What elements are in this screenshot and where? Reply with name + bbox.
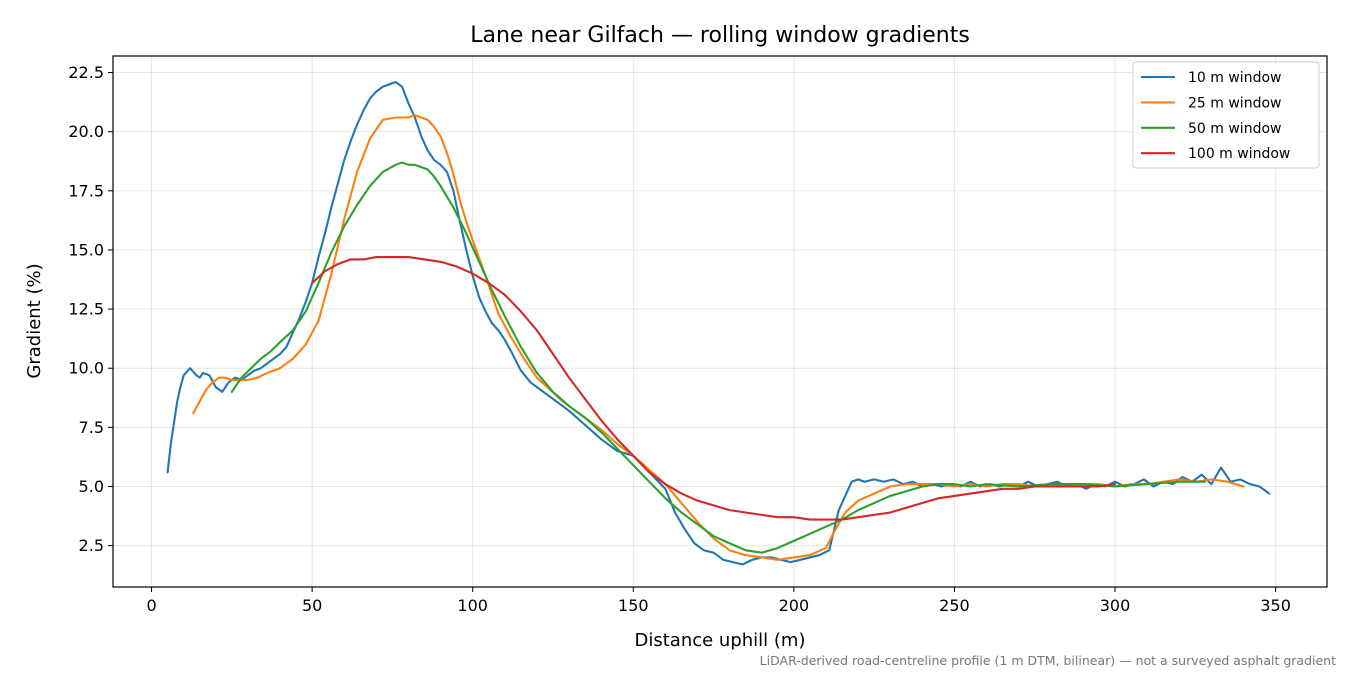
x-tick-label: 0 — [146, 596, 156, 615]
y-tick-label: 5.0 — [79, 477, 104, 496]
legend: 10 m window 25 m window 50 m window 100 m w… — [1132, 61, 1320, 169]
footnote: LiDAR-derived road-centreline profile (1… — [760, 653, 1336, 668]
series-line — [192, 114, 1245, 561]
plot-frame — [112, 55, 1328, 588]
x-tick-label: 350 — [1260, 596, 1291, 615]
series-line — [230, 161, 1207, 554]
y-tick-label: 10.0 — [68, 359, 104, 378]
y-tick-label: 17.5 — [68, 181, 104, 200]
legend-label: 50 m window — [1188, 121, 1281, 137]
x-tick-label: 300 — [1100, 596, 1131, 615]
x-axis-label: Distance uphill (m) — [635, 630, 806, 651]
y-tick-label: 7.5 — [79, 418, 104, 437]
y-axis-label: Gradient (%) — [24, 263, 45, 378]
legend-label: 25 m window — [1188, 95, 1281, 111]
y-tick-label: 22.5 — [68, 63, 104, 82]
x-tick-label: 250 — [939, 596, 970, 615]
x-tick-label: 50 — [302, 596, 322, 615]
y-tick-label: 20.0 — [68, 122, 104, 141]
legend-label: 100 m window — [1188, 146, 1290, 162]
y-tick-label: 2.5 — [79, 536, 104, 555]
x-tick-label: 200 — [779, 596, 810, 615]
legend-entries: 10 m window 25 m window 50 m window 100 m w… — [1141, 70, 1290, 162]
x-tick-label: 100 — [457, 596, 488, 615]
chart-title: Lane near Gilfach — rolling window gradi… — [470, 23, 970, 48]
y-tick-label: 15.0 — [68, 240, 104, 259]
y-tick-label: 12.5 — [68, 300, 104, 319]
legend-box — [1132, 61, 1320, 169]
axis-ticks: 0 50 100 150 200 250 300 350 2.5 5.0 7.5 10.0 12.5 15… — [68, 63, 1291, 615]
x-tick-label: 150 — [618, 596, 649, 615]
series-line — [311, 255, 1117, 521]
plot-series — [166, 80, 1271, 566]
legend-label: 10 m window — [1188, 70, 1281, 86]
